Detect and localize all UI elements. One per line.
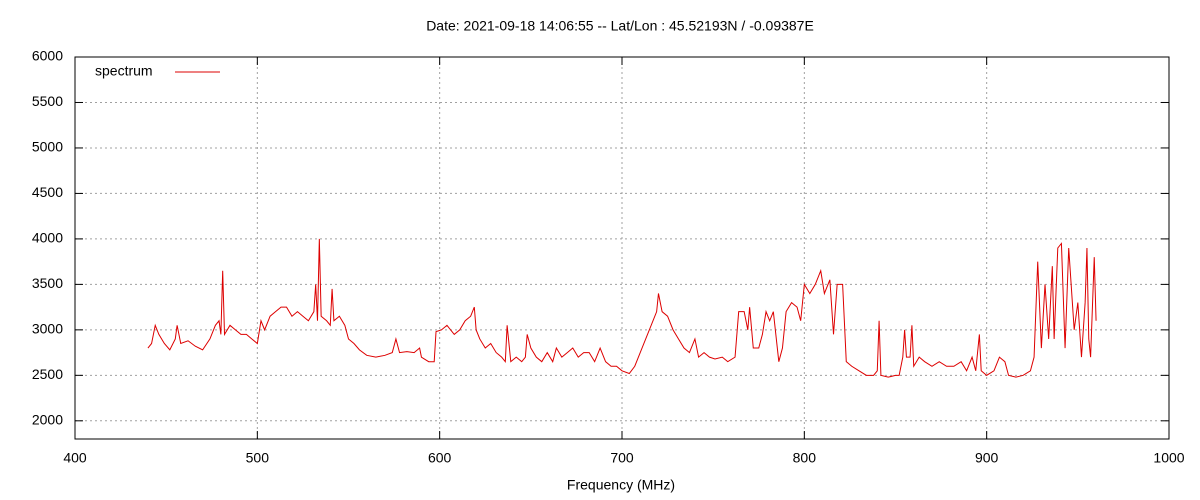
x-tick-label: 600 (428, 450, 452, 466)
x-tick-label: 700 (610, 450, 634, 466)
x-tick-label: 800 (793, 450, 817, 466)
y-tick-label: 4500 (32, 184, 63, 200)
y-tick-label: 2500 (32, 366, 63, 382)
x-axis-label: Frequency (MHz) (567, 477, 675, 493)
legend-label: spectrum (95, 63, 153, 79)
y-tick-label: 3500 (32, 275, 63, 291)
y-tick-label: 5500 (32, 93, 63, 109)
y-tick-label: 3000 (32, 321, 63, 337)
x-tick-label: 900 (975, 450, 999, 466)
y-tick-label: 6000 (32, 48, 63, 64)
chart-title: Date: 2021-09-18 14:06:55 -- Lat/Lon : 4… (426, 18, 814, 34)
y-tick-label: 5000 (32, 139, 63, 155)
y-tick-label: 2000 (32, 412, 63, 428)
x-tick-label: 500 (246, 450, 270, 466)
y-tick-label: 4000 (32, 230, 63, 246)
x-tick-label: 1000 (1153, 450, 1184, 466)
x-tick-label: 400 (63, 450, 87, 466)
spectrum-line (147, 238, 1097, 378)
plot-border (74, 56, 1170, 440)
